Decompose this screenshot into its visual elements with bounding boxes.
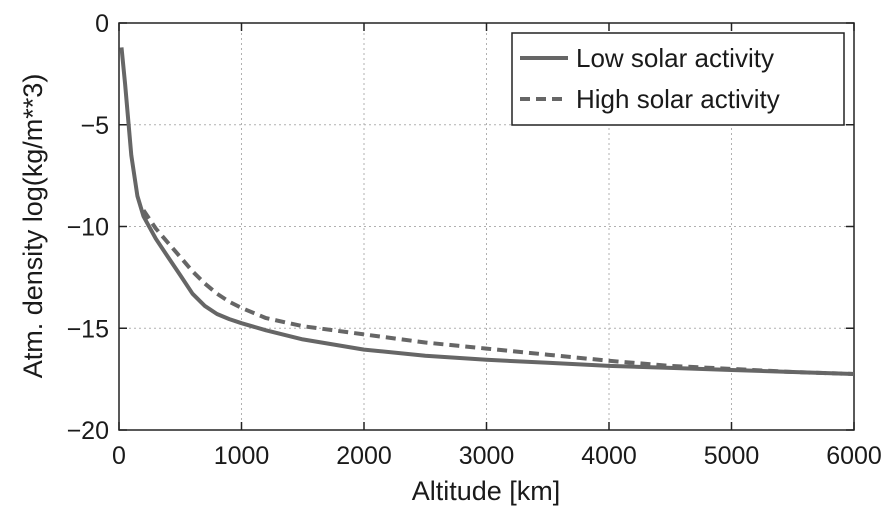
- x-tick-label: 2000: [336, 442, 392, 470]
- y-tick-label: −5: [80, 112, 109, 140]
- legend: Low solar activity High solar activity: [511, 32, 845, 126]
- y-tick-label: −10: [67, 214, 109, 242]
- y-tick-label: −15: [67, 315, 109, 343]
- x-axis-title: Altitude [km]: [412, 476, 561, 506]
- y-axis-title: Atm. density log(kg/m**3): [18, 74, 48, 379]
- series-line-low-solar: [119, 47, 855, 376]
- x-tick-label: 6000: [826, 442, 882, 470]
- series-group: [119, 47, 855, 376]
- x-tick-label: 3000: [459, 442, 515, 470]
- axis-ticks: 0 1000 2000 3000 4000 5000 6000 0 −5 −10 −15 −20: [67, 10, 882, 470]
- legend-label-high: High solar activity: [576, 84, 780, 114]
- legend-label-low: Low solar activity: [576, 43, 774, 73]
- x-tick-label: 1000: [214, 442, 270, 470]
- series-line-high-solar: [141, 209, 855, 376]
- y-tick-label: 0: [95, 10, 109, 38]
- x-tick-label: 5000: [704, 442, 760, 470]
- y-tick-label: −20: [67, 417, 109, 445]
- x-tick-label: 4000: [581, 442, 637, 470]
- x-tick-label: 0: [112, 442, 126, 470]
- legend-box: [511, 32, 845, 126]
